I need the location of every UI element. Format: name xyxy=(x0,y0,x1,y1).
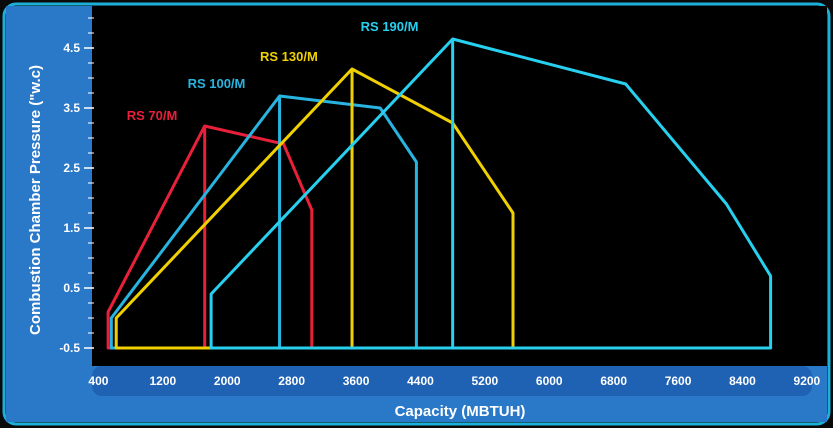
plot-area xyxy=(92,6,827,366)
x-tick-label: 3600 xyxy=(343,374,370,388)
y-tick-label: 0.5 xyxy=(63,281,80,295)
x-tick-strip xyxy=(92,366,812,396)
series-layer xyxy=(106,37,773,350)
x-tick-label: 6800 xyxy=(600,374,627,388)
x-axis-ticks: 400 1200 2000 2800 3600 4400 5200 6000 6800 7600 8… xyxy=(88,374,820,388)
x-tick-label: 1200 xyxy=(149,374,176,388)
series-label: RS 130/M xyxy=(260,49,318,64)
series-label: RS 70/M xyxy=(127,108,178,123)
x-tick-label: 400 xyxy=(88,374,108,388)
x-axis-title: Capacity (MBTUH) xyxy=(395,403,526,420)
x-tick-label: 5200 xyxy=(472,374,499,388)
y-axis-ticks: -0.5 0.5 1.5 2.5 3.5 4.5 xyxy=(59,17,94,355)
x-tick-label: 7600 xyxy=(665,374,692,388)
y-tick-label: 4.5 xyxy=(63,41,80,55)
x-tick-label: 9200 xyxy=(794,374,821,388)
y-axis-title: Combustion Chamber Pressure ("w.c) xyxy=(27,65,44,335)
series-label: RS 100/M xyxy=(188,76,246,91)
y-tick-label: 2.5 xyxy=(63,161,80,175)
x-tick-label: 6000 xyxy=(536,374,563,388)
x-tick-label: 8400 xyxy=(729,374,756,388)
y-axis-band xyxy=(6,6,92,422)
series-labels: RS 70/M RS 100/M RS 130/M RS 190/M xyxy=(127,19,419,123)
x-tick-label: 2800 xyxy=(278,374,305,388)
x-tick-label: 2000 xyxy=(214,374,241,388)
y-tick-label: -0.5 xyxy=(59,341,80,355)
y-tick-label: 3.5 xyxy=(63,101,80,115)
y-tick-label: 1.5 xyxy=(63,221,80,235)
series-label: RS 190/M xyxy=(361,19,419,34)
x-tick-label: 4400 xyxy=(407,374,434,388)
series-outline-4 xyxy=(209,37,773,350)
